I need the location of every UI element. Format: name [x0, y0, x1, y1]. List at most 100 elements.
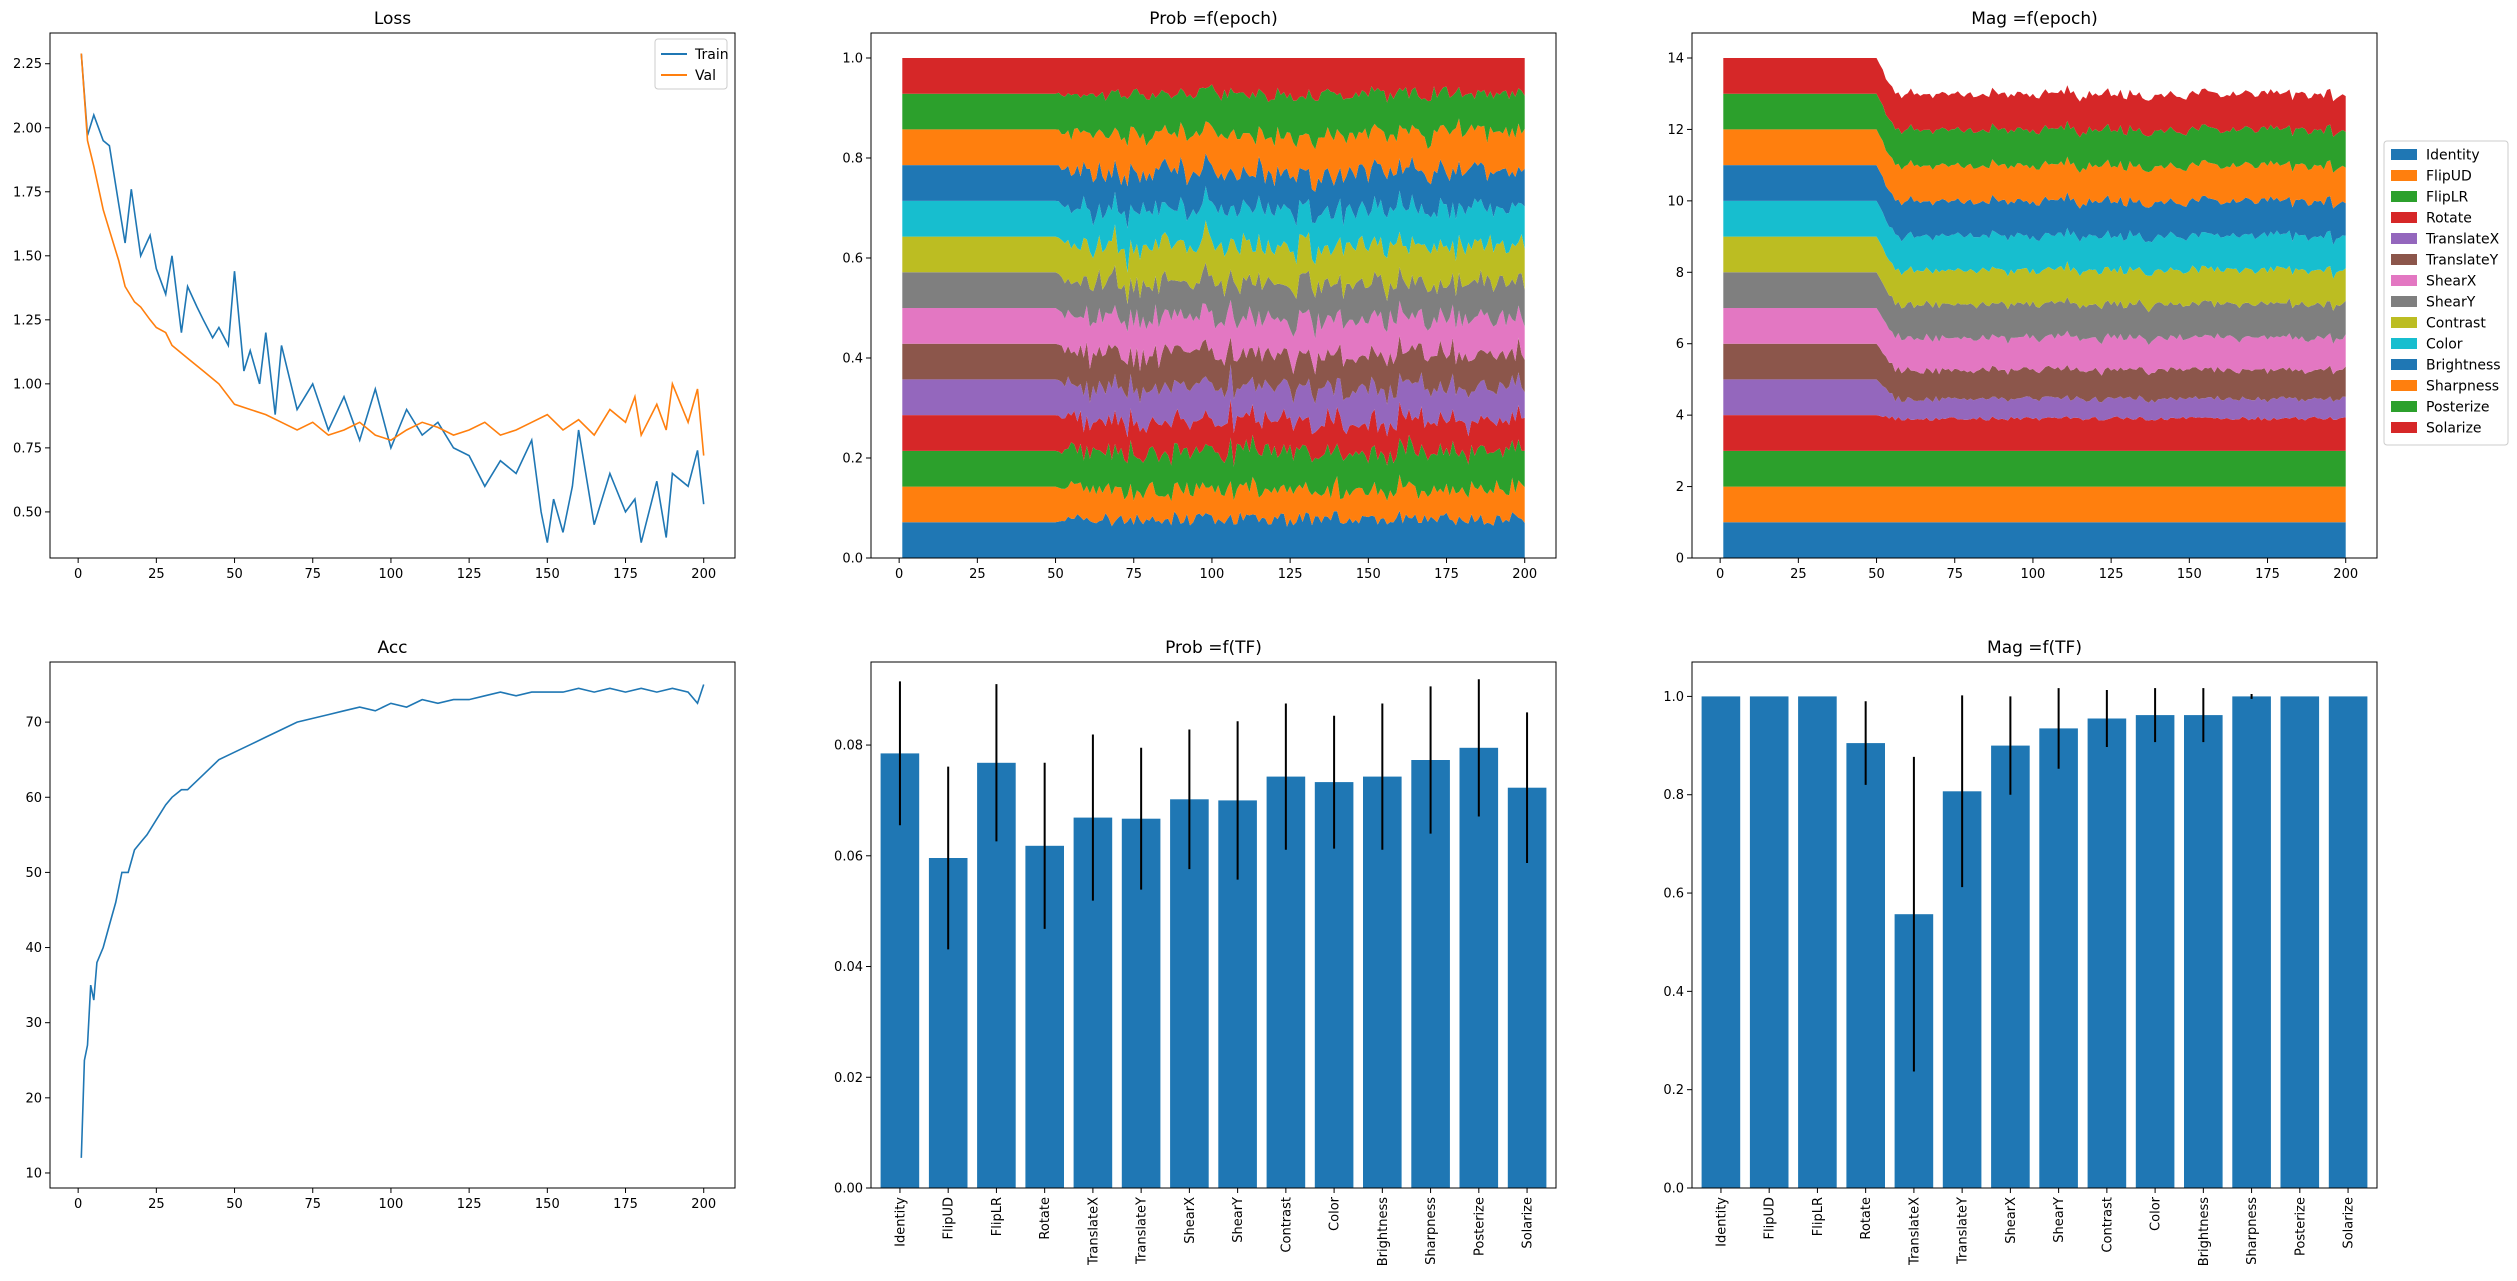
loss-xtick-label: 25 [148, 567, 165, 582]
mag_epoch-xtick-label: 100 [2021, 567, 2046, 582]
prob_tf-ytick-label: 0.02 [834, 1071, 863, 1086]
acc-ytick-label: 70 [25, 716, 42, 731]
prob_epoch-ytick-label: 1.0 [842, 52, 863, 67]
mag_tf-xtick-label: TranslateY [1956, 1197, 1971, 1265]
prob_tf-xtick-label: Color [1328, 1196, 1343, 1231]
mag_epoch-legend-swatch [2391, 212, 2417, 223]
mag_epoch-area-contrast [1723, 236, 2346, 313]
mag_epoch-legend-label: Sharpness [2426, 379, 2499, 395]
acc-axes-frame [49, 661, 736, 1189]
prob_epoch-area-sheary [902, 262, 1525, 339]
prob_epoch-area-fliplr [902, 434, 1525, 502]
mag_epoch-legend-swatch [2391, 422, 2417, 433]
mag_epoch-area-translatey [1723, 343, 2346, 403]
mag_tf-xtick-label: Identity [1714, 1197, 1729, 1247]
mag_tf-xtick-label: FlipUD [1763, 1197, 1778, 1239]
prob_tf-ytick-label: 0.08 [834, 739, 863, 754]
mag_epoch-legend-swatch [2391, 170, 2417, 181]
loss-series-line-train [80, 53, 705, 543]
mag_tf-xtick-label: Brightness [2197, 1197, 2212, 1266]
loss-xtick-label: 50 [226, 567, 243, 582]
prob_tf-bar-posterize [1459, 747, 1499, 1188]
prob_epoch-xtick-label: 175 [1434, 567, 1459, 582]
acc-ytick-label: 40 [25, 941, 42, 956]
mag_epoch-legend-label: ShearY [2426, 295, 2476, 311]
mag_epoch-title: Mag =f(epoch) [1971, 9, 2098, 29]
mag_tf-xtick-label: Color [2149, 1196, 2164, 1231]
loss-chart: Loss 0 25 50 75 100 125 150 175 200 0.50 0.75 1.00 1.… [13, 9, 736, 582]
acc-ytick-label: 20 [25, 1091, 42, 1106]
prob_tf-xtick-label: FlipUD [942, 1197, 957, 1239]
mag_epoch-xtick-label: 50 [1868, 567, 1885, 582]
mag_epoch-ytick-label: 14 [1667, 52, 1684, 67]
mag_epoch-legend-label: Contrast [2426, 316, 2486, 332]
acc-xtick-label: 25 [148, 1197, 165, 1212]
mag_tf-xtick-label: ShearY [2052, 1197, 2067, 1243]
mag_tf-ytick-label: 0.2 [1663, 1083, 1684, 1098]
loss-ytick-label: 1.25 [13, 313, 42, 328]
mag_tf-axes-frame [1691, 661, 2378, 1189]
prob_tf-xtick-label: Posterize [1472, 1197, 1487, 1256]
mag_epoch-legend-swatch [2391, 380, 2417, 391]
mag_epoch-area-rotate [1723, 415, 2346, 451]
mag_tf-xtick-label: Sharpness [2245, 1197, 2260, 1265]
prob_epoch-area-shearx [902, 299, 1525, 375]
prob_tf-ytick-label: 0.04 [834, 960, 863, 975]
mag_epoch-legend-swatch [2391, 275, 2417, 286]
prob_epoch-xtick-label: 75 [1125, 567, 1142, 582]
loss-xtick-label: 100 [379, 567, 404, 582]
mag_epoch-chart: Mag =f(epoch) 0 25 50 75 100 125 150 175 200 0 2 4 6 8… [1667, 9, 2509, 582]
mag_epoch-legend-label: Solarize [2426, 421, 2482, 437]
prob_tf-ytick-label: 0.06 [834, 849, 863, 864]
mag_epoch-axes-frame [1691, 32, 2378, 559]
mag_epoch-legend-swatch [2391, 317, 2417, 328]
mag_epoch-legend-swatch [2391, 296, 2417, 307]
mag_tf-bar-posterize [2280, 696, 2320, 1188]
mag_epoch-ytick-label: 12 [1667, 123, 1684, 138]
mag_epoch-area-sheary [1723, 272, 2346, 345]
prob_tf-chart: Prob =f(TF) Identity FlipUD FlipLR Rotate Tra… [834, 638, 1557, 1266]
acc-title: Acc [377, 638, 407, 658]
prob_tf-xtick-label: Rotate [1038, 1197, 1053, 1240]
loss-ytick-label: 1.75 [13, 185, 42, 200]
prob_epoch-xtick-label: 50 [1047, 567, 1064, 582]
mag_tf-xtick-label: Solarize [2342, 1197, 2357, 1249]
prob_epoch-area-translatey [902, 335, 1525, 405]
loss-xtick-label: 150 [535, 567, 560, 582]
mag_epoch-legend-label: TranslateX [2425, 232, 2500, 248]
mag_epoch-ytick-label: 4 [1676, 409, 1684, 424]
loss-ytick-label: 0.50 [13, 505, 42, 520]
loss-series-line-val [80, 53, 705, 456]
prob_tf-xtick-label: ShearX [1183, 1197, 1198, 1244]
mag_tf-xtick-label: Contrast [2100, 1197, 2115, 1253]
acc-xtick-label: 200 [691, 1197, 716, 1212]
mag_tf-bar-fliplr [1798, 696, 1837, 1188]
acc-xtick-label: 75 [304, 1197, 321, 1212]
acc-chart: Acc 0 25 50 75 100 125 150 175 200 10 20 30 40 50 60 70 [25, 638, 736, 1212]
mag_epoch-legend-swatch [2391, 359, 2417, 370]
mag_epoch-legend-label: FlipLR [2426, 190, 2469, 206]
prob_tf-xtick-label: Solarize [1521, 1197, 1536, 1249]
loss-ytick-label: 2.25 [13, 57, 42, 72]
prob_tf-axes-frame [870, 661, 1557, 1189]
mag_epoch-xtick-label: 25 [1790, 567, 1807, 582]
prob_tf-title: Prob =f(TF) [1165, 638, 1262, 658]
acc-ytick-label: 10 [25, 1166, 42, 1181]
loss-ytick-label: 1.50 [13, 249, 42, 264]
loss-xtick-label: 125 [457, 567, 482, 582]
mag_epoch-legend-label: TranslateY [2425, 253, 2499, 269]
mag_epoch-legend-label: ShearX [2426, 274, 2477, 290]
mag_epoch-xtick-label: 75 [1946, 567, 1963, 582]
prob_tf-xtick-label: Identity [893, 1197, 908, 1247]
acc-xtick-label: 50 [226, 1197, 243, 1212]
mag_tf-ytick-label: 0.6 [1663, 887, 1684, 902]
acc-ytick-label: 50 [25, 866, 42, 881]
loss-legend-label: Train [694, 47, 729, 63]
prob_epoch-area-flipud [902, 474, 1525, 527]
mag_epoch-legend-swatch [2391, 338, 2417, 349]
mag_epoch-xtick-label: 0 [1716, 567, 1724, 582]
mag_epoch-ytick-label: 0 [1676, 552, 1684, 567]
mag_tf-ytick-label: 1.0 [1663, 690, 1684, 705]
acc-ytick-label: 30 [25, 1016, 42, 1031]
prob_epoch-area-brightness [902, 153, 1525, 229]
